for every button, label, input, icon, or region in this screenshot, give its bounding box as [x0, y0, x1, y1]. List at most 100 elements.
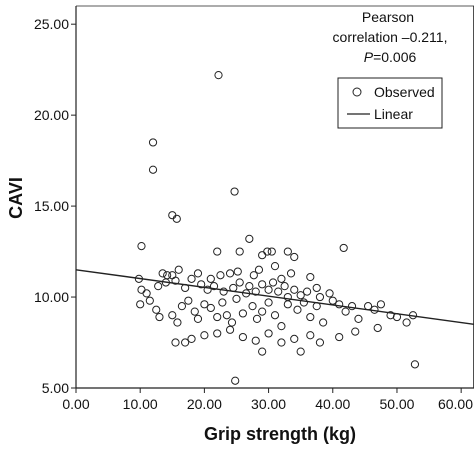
fit-line-group	[75, 269, 474, 326]
data-point	[306, 272, 315, 282]
data-point	[335, 332, 344, 342]
data-point	[254, 265, 264, 274]
data-point	[283, 247, 292, 256]
legend-observed-marker	[352, 87, 362, 97]
data-point	[264, 285, 273, 294]
data-point	[245, 282, 254, 291]
data-point	[225, 269, 235, 278]
data-point	[136, 300, 145, 309]
data-point	[249, 271, 258, 280]
data-point	[258, 251, 267, 260]
data-point	[238, 332, 248, 342]
y-axis-title: CAVI	[6, 177, 26, 219]
data-point	[171, 338, 180, 347]
data-point	[270, 311, 280, 320]
annotation-p-value: =0.006	[373, 49, 416, 65]
x-axis-title: Grip strength (kg)	[204, 424, 356, 444]
data-point	[232, 294, 241, 303]
data-point	[373, 323, 382, 333]
data-point	[219, 287, 228, 296]
data-point	[277, 322, 286, 331]
y-tick-label: 15.00	[34, 198, 69, 214]
data-point	[280, 282, 289, 291]
data-point	[213, 329, 222, 338]
data-point	[155, 312, 164, 322]
data-point	[206, 274, 215, 283]
data-point	[258, 347, 267, 356]
data-point	[213, 247, 222, 256]
legend-observed-label: Observed	[374, 84, 435, 100]
data-point	[270, 262, 280, 271]
data-point	[296, 291, 305, 300]
data-point	[174, 265, 183, 274]
data-point	[251, 287, 260, 296]
annotation-p-symbol: P	[364, 49, 374, 65]
x-tick-label: 40.00	[315, 396, 350, 412]
data-point	[200, 300, 209, 309]
data-point	[172, 214, 181, 223]
data-point	[277, 338, 286, 347]
data-point	[209, 282, 219, 291]
data-point	[302, 287, 312, 296]
data-point	[230, 187, 239, 196]
data-point	[187, 334, 196, 343]
data-point	[168, 271, 177, 280]
data-point	[200, 331, 209, 340]
data-point	[245, 234, 254, 243]
data-point	[171, 276, 180, 285]
data-point	[231, 376, 240, 385]
data-point	[154, 282, 163, 291]
data-point	[339, 243, 348, 253]
data-point	[402, 318, 411, 327]
data-point	[258, 307, 267, 316]
data-point	[193, 269, 203, 278]
data-point	[225, 325, 235, 334]
x-tick-label: 50.00	[379, 396, 414, 412]
data-point	[290, 285, 299, 294]
annotation-line-2: correlation –0.211,	[333, 29, 448, 45]
data-point	[152, 305, 161, 314]
data-point	[290, 334, 299, 343]
x-tick-label: 30.00	[251, 396, 286, 412]
data-point	[137, 242, 146, 251]
data-point	[296, 347, 305, 356]
data-point	[315, 338, 325, 347]
data-point	[274, 287, 283, 296]
correlation-annotation: Pearson correlation –0.211, P=0.006	[333, 9, 448, 65]
y-tick-label: 25.00	[34, 16, 69, 32]
data-point	[190, 307, 199, 316]
data-point	[410, 360, 420, 369]
data-point	[376, 300, 386, 309]
data-point	[354, 314, 363, 323]
x-tick-label: 10.00	[123, 396, 158, 412]
data-point	[268, 278, 278, 287]
data-point	[142, 289, 151, 298]
data-point	[325, 289, 334, 298]
data-point	[258, 280, 267, 289]
y-tick-label: 10.00	[34, 289, 69, 305]
data-point	[315, 292, 325, 302]
data-point	[168, 211, 177, 220]
data-point	[235, 247, 244, 256]
legend-linear-label: Linear	[374, 106, 413, 122]
data-point	[341, 307, 350, 316]
data-point	[347, 302, 357, 311]
data-point	[286, 269, 296, 278]
linear-fit-line	[75, 269, 474, 326]
data-point	[203, 285, 212, 294]
annotation-line-3: P=0.006	[364, 49, 417, 65]
x-tick-label: 60.00	[438, 396, 473, 412]
data-point	[264, 298, 273, 307]
data-point	[299, 298, 308, 307]
data-point	[218, 298, 227, 307]
data-point	[277, 274, 286, 283]
x-axis-ticks: 0.00 10.00 20.00 30.00 40.00 50.00 60.00	[62, 388, 473, 412]
data-point	[148, 138, 158, 147]
data-point	[214, 71, 223, 80]
data-point	[283, 300, 292, 309]
data-point	[267, 247, 276, 256]
data-point	[351, 327, 360, 336]
data-point	[222, 311, 231, 320]
data-point	[264, 329, 273, 338]
